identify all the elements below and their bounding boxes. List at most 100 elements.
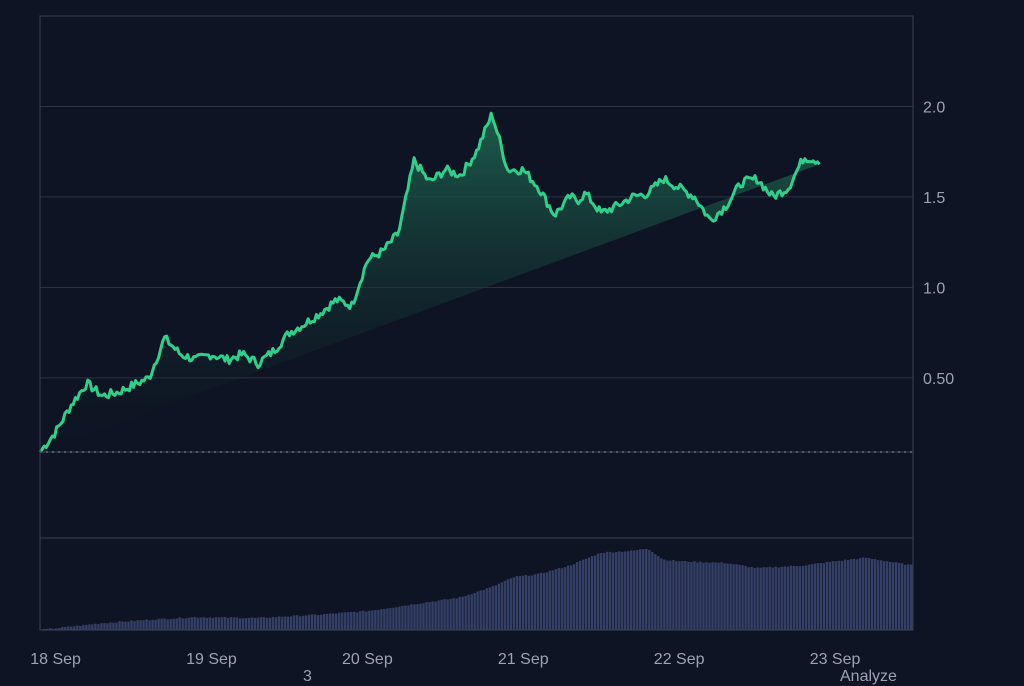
volume-bar — [813, 563, 817, 630]
volume-bar — [684, 561, 687, 630]
volume-bar — [325, 613, 329, 630]
volume-bar — [557, 567, 561, 630]
volume-bar — [539, 572, 543, 630]
volume-bar — [425, 602, 428, 630]
footer-fragment-analyze[interactable]: Analyze — [840, 668, 897, 685]
volume-bar — [365, 611, 368, 630]
volume-bar — [738, 564, 741, 630]
volume-bar — [145, 619, 148, 630]
volume-bar — [798, 566, 802, 630]
volume-bar — [819, 562, 823, 630]
volume-bar — [310, 614, 314, 630]
volume-bar — [512, 577, 516, 630]
volume-bar — [542, 572, 546, 630]
volume-bar — [753, 568, 756, 630]
x-tick-label: 22 Sep — [654, 651, 705, 668]
volume-bar — [590, 556, 594, 630]
volume-bar — [304, 615, 308, 630]
volume-bar — [807, 564, 811, 630]
volume-bar — [187, 617, 190, 630]
volume-bar — [196, 617, 199, 630]
volume-bar — [900, 563, 904, 630]
x-axis-ticks: 18 Sep 19 Sep 20 Sep 21 Sep 22 Sep 23 Sep — [30, 651, 860, 668]
volume-bar — [518, 575, 522, 630]
volume-bar — [380, 609, 383, 630]
volume-bar — [437, 600, 440, 630]
volume-bar — [142, 620, 145, 630]
volume-bar — [780, 566, 783, 630]
volume-bar — [702, 562, 705, 630]
volume-bar — [858, 558, 862, 630]
volume-bar — [714, 562, 717, 630]
volume-bar — [882, 561, 886, 630]
volume-bar — [43, 628, 46, 630]
volume-bar — [449, 598, 452, 630]
volume-bar — [578, 560, 582, 630]
volume-bar — [61, 627, 64, 630]
volume-bar — [368, 610, 371, 630]
volume-bar — [506, 579, 510, 630]
volume-bar — [247, 617, 251, 630]
volume-bar — [744, 566, 747, 630]
volume-bar — [587, 557, 591, 630]
volume-bar — [353, 611, 356, 630]
volume-bar — [112, 622, 115, 630]
volume-bar — [720, 562, 723, 630]
volume-bar — [88, 624, 91, 630]
volume-bar — [350, 612, 353, 630]
volume-bar — [581, 559, 585, 630]
volume-bar — [235, 617, 239, 630]
volume-bar — [295, 615, 299, 630]
volume-bar — [530, 575, 534, 630]
volume-bar — [298, 616, 302, 630]
price-line — [38, 111, 821, 453]
volume-bar — [801, 566, 805, 630]
volume-bar — [672, 560, 675, 630]
footer-fragment-center: 3 — [303, 668, 312, 685]
volume-bar — [133, 621, 136, 630]
y-tick-label: 1.5 — [923, 190, 945, 207]
volume-bar — [407, 605, 410, 630]
volume-bar — [256, 617, 260, 630]
volume-bar — [726, 563, 729, 630]
volume-bar — [398, 606, 401, 630]
volume-bar — [876, 560, 880, 630]
volume-bar — [840, 560, 844, 630]
volume-bar — [729, 563, 732, 630]
volume-bar — [735, 564, 738, 630]
volume-bar — [690, 562, 693, 630]
volume-bar — [536, 573, 540, 630]
volume-bar — [124, 621, 127, 630]
volume-bar — [846, 560, 850, 630]
volume-bar — [328, 613, 332, 630]
volume-bar — [301, 615, 305, 630]
volume-bar — [169, 619, 172, 630]
volume-bar — [756, 567, 759, 630]
volume-bar — [828, 561, 832, 630]
volume-bar — [271, 616, 275, 630]
volume-bar — [855, 559, 859, 630]
volume-bar — [849, 559, 853, 630]
volume-bar — [482, 590, 485, 630]
volume-bar — [106, 623, 109, 630]
volume-bar — [199, 617, 202, 630]
x-tick-label: 20 Sep — [342, 651, 393, 668]
volume-bar — [344, 612, 347, 630]
volume-bar — [804, 565, 808, 630]
volume-bar — [687, 561, 690, 630]
volume-bar — [202, 617, 205, 630]
volume-bar — [217, 617, 221, 630]
volume-bar — [524, 574, 528, 630]
volume-bar — [443, 599, 446, 630]
volume-bar — [335, 613, 338, 630]
volume-bar — [58, 628, 61, 630]
volume-bar — [575, 562, 579, 630]
volume-bar — [184, 618, 187, 630]
volume-bar — [338, 612, 341, 630]
volume-bar — [533, 574, 537, 630]
volume-bar — [332, 613, 335, 630]
volume-bar — [834, 561, 838, 630]
volume-bar — [130, 620, 133, 630]
volume-bar — [70, 626, 73, 630]
